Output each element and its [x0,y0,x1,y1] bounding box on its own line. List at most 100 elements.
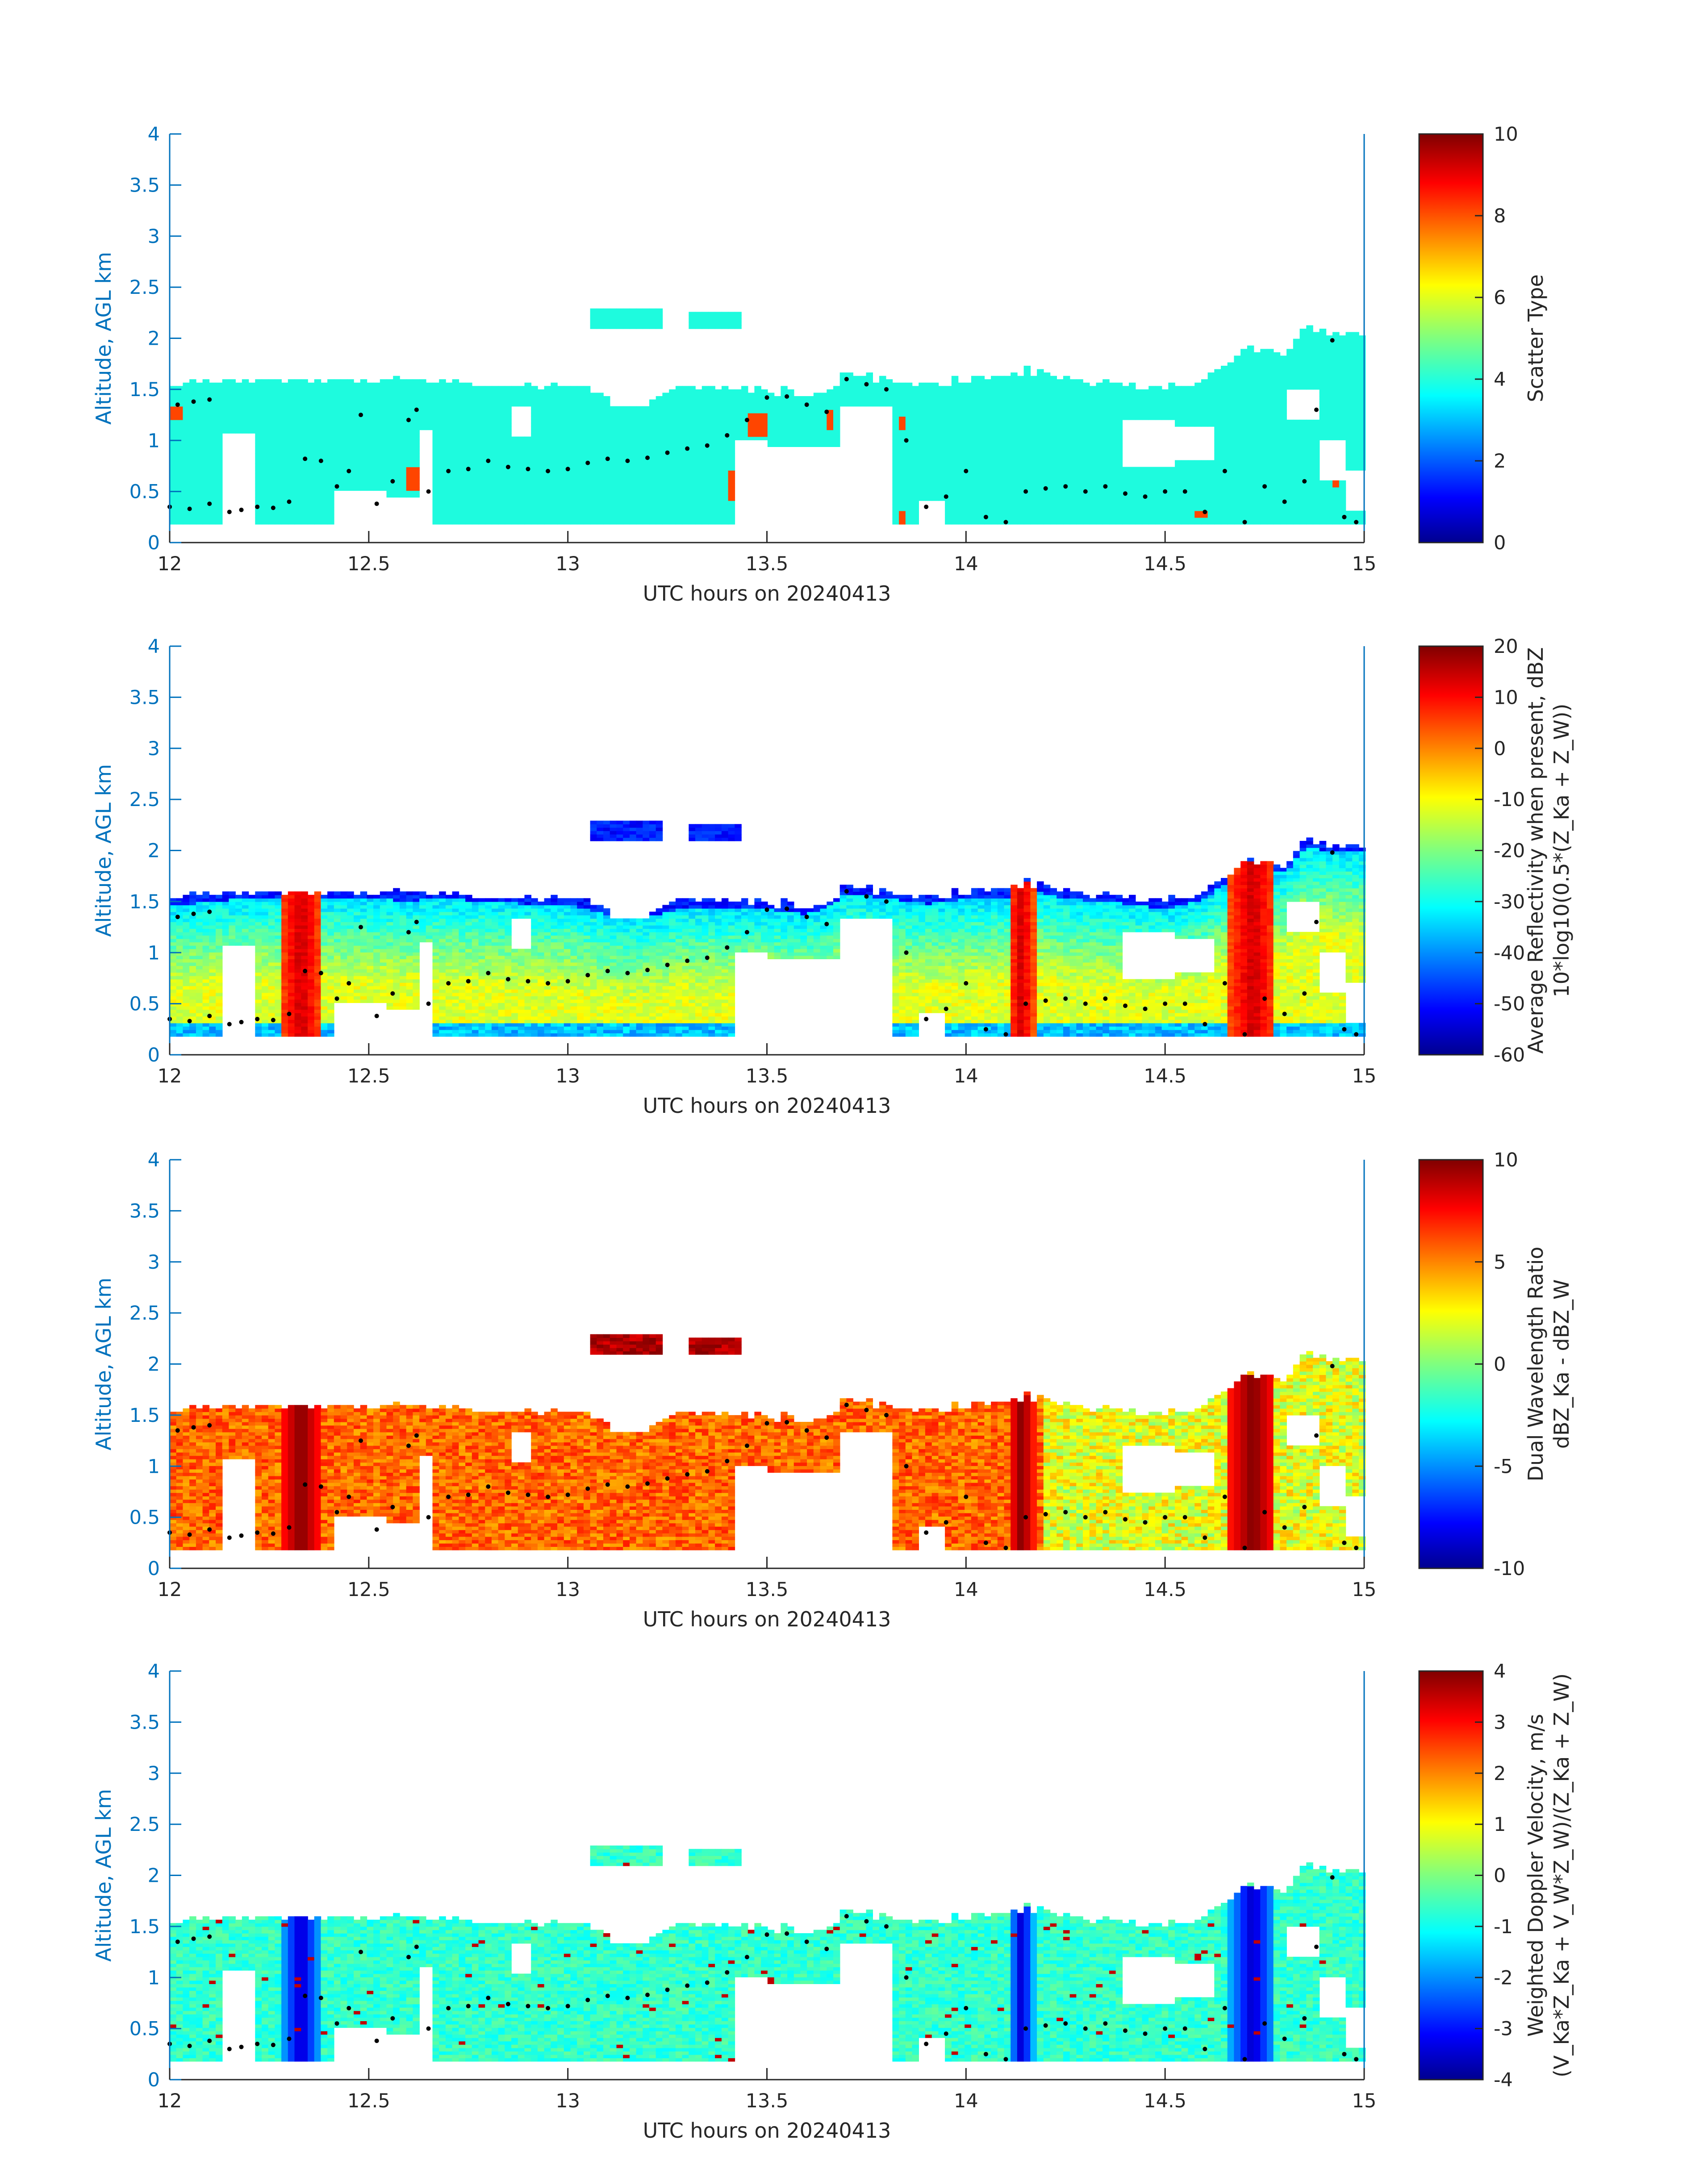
heatmap-cell [715,409,722,413]
heatmap-cell [268,430,276,434]
heatmap-cell [827,393,834,396]
heatmap-cell [952,396,959,400]
heatmap-cell [906,393,913,396]
heatmap-cell [952,423,959,426]
heatmap-cell [1024,369,1031,373]
heatmap-cell [308,484,315,487]
heatmap-cell [899,514,906,518]
heatmap-cell [557,484,564,487]
heatmap-cell [617,490,624,494]
heatmap-cell [321,400,328,403]
heatmap-cell [597,453,604,457]
heatmap-cell [1011,511,1018,514]
heatmap-cell [662,423,669,426]
heatmap-cell [203,481,210,484]
heatmap-cell [485,507,492,511]
heatmap-cell [485,511,492,514]
heatmap-cell [820,437,827,440]
heatmap-cell [203,406,210,410]
heatmap-cell [281,383,288,386]
heatmap-cell [518,511,525,514]
heatmap-cell [761,420,768,423]
heatmap-cell [820,430,827,434]
heatmap-cell [288,511,295,514]
heatmap-cell [479,487,486,491]
heatmap-cell [643,433,650,437]
heatmap-cell [262,460,269,464]
heatmap-cell [656,497,663,501]
heatmap-cell [610,420,617,423]
heatmap-cell [623,464,630,467]
heatmap-cell [689,426,696,430]
heatmap-cell [735,406,742,410]
heatmap-cell [452,514,459,518]
heatmap-cell [406,474,413,477]
heatmap-cell [1030,420,1037,423]
heatmap-cell [341,460,348,464]
heatmap-cell [452,467,459,471]
heatmap-cell [518,501,525,504]
heatmap-cell [1030,497,1037,501]
heatmap-cell [367,403,374,406]
heatmap-cell [971,494,978,497]
heatmap-cell [268,470,276,474]
heatmap-cell [676,487,683,491]
heatmap-cell [367,383,374,386]
heatmap-cell [373,467,380,471]
heatmap-cell [367,447,374,450]
heatmap-cell [492,511,499,514]
heatmap-cell [932,406,939,410]
heatmap-cell [216,396,223,400]
heatmap-cell [288,437,295,440]
heatmap-cell [452,386,459,389]
heatmap-cell [393,484,400,487]
heatmap-cell [978,389,985,393]
heatmap-cell [617,494,624,497]
heatmap-cell [406,409,413,413]
heatmap-cell [1024,464,1031,467]
heatmap-cell [814,420,821,423]
heatmap-cell [860,400,867,403]
heatmap-cell [242,389,249,393]
heatmap-cell [892,396,899,400]
heatmap-cell [367,474,374,477]
heatmap-cell [557,443,564,447]
heatmap-cell [216,474,223,477]
heatmap-cell [544,403,551,406]
heatmap-cell [630,494,637,497]
heatmap-cell [373,403,380,406]
heatmap-cell [833,403,840,406]
heatmap-cell [702,521,709,524]
heatmap-cell [912,518,919,521]
heatmap-cell [433,497,440,501]
heatmap-cell [945,416,952,420]
heatmap-cell [577,420,584,423]
heatmap-cell [446,386,453,389]
heatmap-cell [387,433,394,437]
heatmap-cell [998,433,1005,437]
heatmap-cell [774,430,781,434]
heatmap-cell [669,521,676,524]
heatmap-cell [465,406,472,410]
heatmap-cell [301,386,308,389]
heatmap-cell [833,430,840,434]
heatmap-cell [452,490,459,494]
heatmap-cell [321,389,328,393]
heatmap-cell [945,481,952,484]
heatmap-cell [275,386,282,389]
heatmap-cell [400,413,407,417]
heatmap-cell [439,447,446,450]
heatmap-cell [656,477,663,481]
heatmap-cell [380,406,387,410]
heatmap-cell [603,511,610,514]
heatmap-cell [268,467,276,471]
heatmap-cell [689,416,696,420]
heatmap-cell [912,450,919,454]
heatmap-cell [571,433,578,437]
heatmap-cell [360,443,367,447]
heatmap-cell [978,386,985,389]
heatmap-cell [662,400,669,403]
heatmap-cell [715,464,722,467]
heatmap-cell [669,501,676,504]
heatmap-cell [886,383,893,386]
